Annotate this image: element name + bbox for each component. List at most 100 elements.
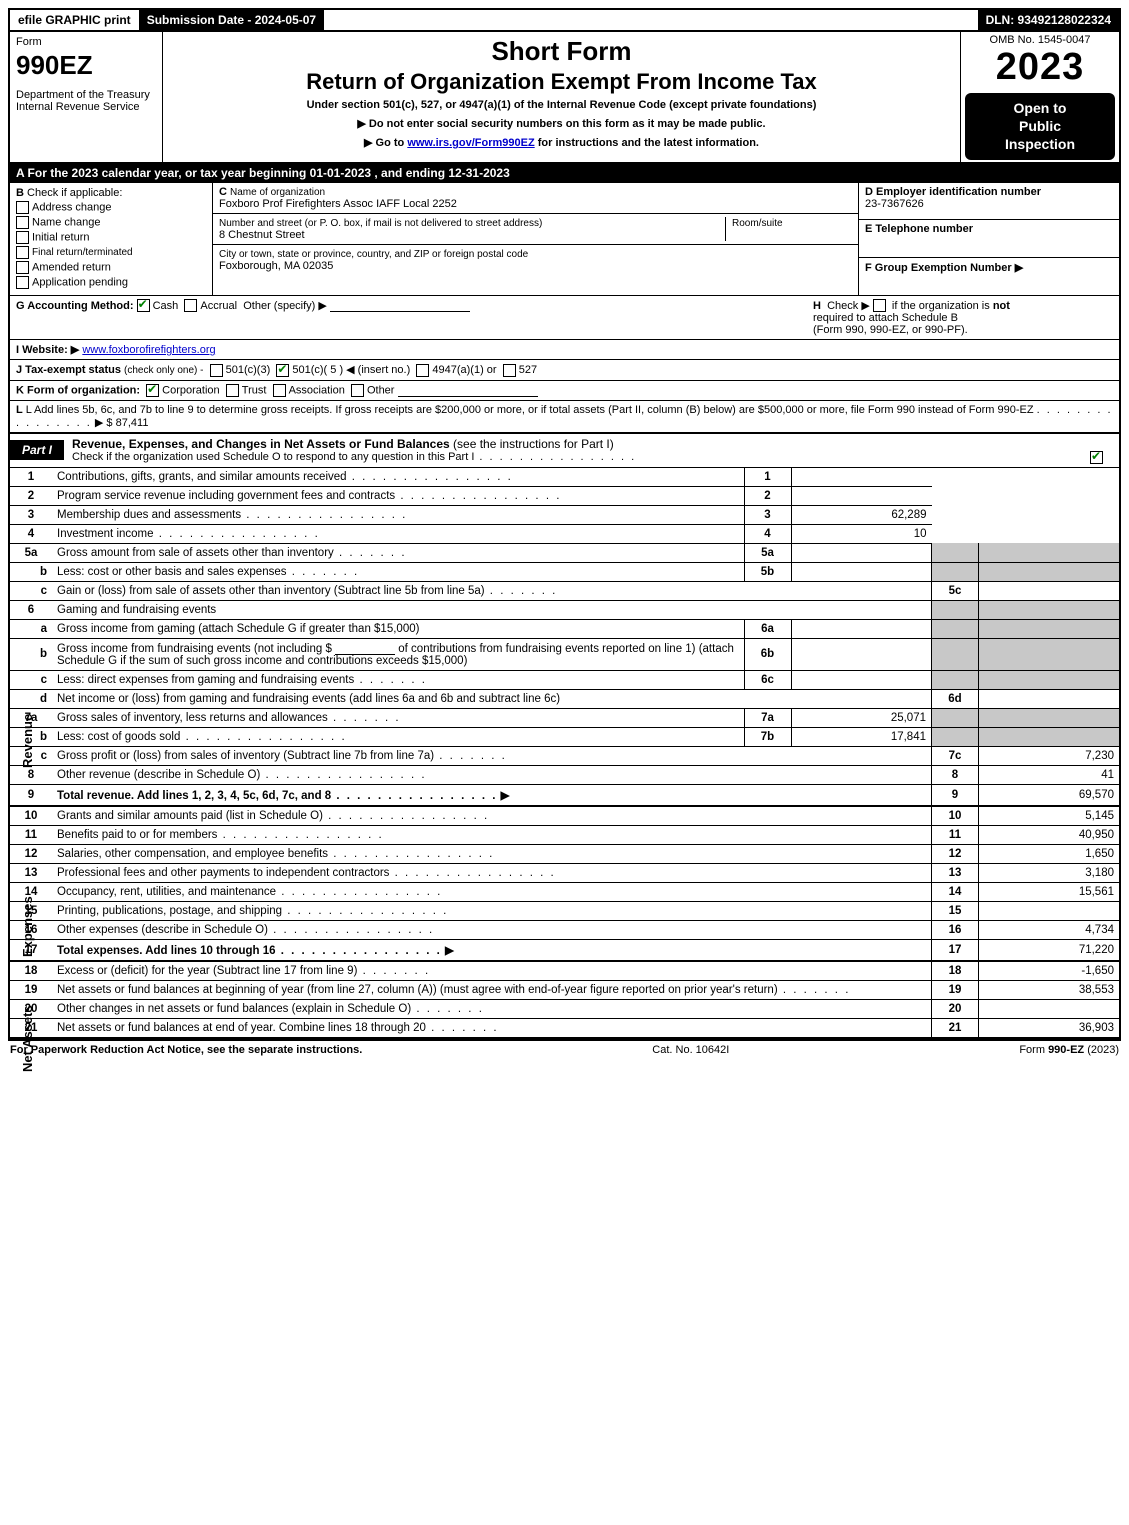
- side-label-revenue: Revenue: [20, 714, 35, 768]
- open-l2: Public: [1019, 118, 1061, 134]
- return-title: Return of Organization Exempt From Incom…: [169, 69, 954, 95]
- chk-address-change[interactable]: Address change: [16, 201, 206, 214]
- chk-accrual[interactable]: [184, 299, 197, 312]
- line-12: 12Salaries, other compensation, and empl…: [9, 844, 1120, 863]
- line-8: 8Other revenue (describe in Schedule O)8…: [9, 765, 1120, 784]
- submission-date: Submission Date - 2024-05-07: [139, 10, 324, 30]
- org-name: Foxboro Prof Firefighters Assoc IAFF Loc…: [219, 198, 457, 210]
- h-text3: not: [993, 300, 1010, 312]
- open-l3: Inspection: [1005, 136, 1075, 152]
- line-15: 15Printing, publications, postage, and s…: [9, 901, 1120, 920]
- chk-cash[interactable]: [137, 299, 150, 312]
- chk-501c3[interactable]: [210, 364, 223, 377]
- row-k-form-org: K Form of organization: Corporation Trus…: [8, 381, 1121, 401]
- col-def: D Employer identification number 23-7367…: [858, 183, 1119, 295]
- chk-application-pending[interactable]: Application pending: [16, 276, 206, 289]
- h-text2: if the organization is: [892, 300, 990, 312]
- form-header: Form 990EZ Department of the Treasury In…: [8, 32, 1121, 164]
- line-6d: dNet income or (loss) from gaming and fu…: [9, 689, 1120, 708]
- chk-final-return[interactable]: Final return/terminated: [16, 246, 206, 259]
- form-label: Form: [16, 36, 156, 48]
- footer-left: For Paperwork Reduction Act Notice, see …: [10, 1044, 362, 1056]
- f-label: F Group Exemption Number ▶: [865, 262, 1023, 274]
- line-6c: cLess: direct expenses from gaming and f…: [9, 670, 1120, 689]
- website-link[interactable]: www.foxborofirefighters.org: [82, 344, 215, 356]
- chk-other-org[interactable]: [351, 384, 364, 397]
- dln-label: DLN: 93492128022324: [978, 10, 1119, 30]
- section-bcdef: B Check if applicable: Address change Na…: [8, 183, 1121, 296]
- tax-year: 2023: [965, 46, 1115, 89]
- i-label: I Website: ▶: [16, 344, 79, 356]
- net-assets-table: 18Excess or (deficit) for the year (Subt…: [8, 962, 1121, 1039]
- form-number: 990EZ: [16, 50, 156, 81]
- chk-name-change[interactable]: Name change: [16, 216, 206, 229]
- irs-link[interactable]: www.irs.gov/Form990EZ: [407, 137, 534, 149]
- chk-trust[interactable]: [226, 384, 239, 397]
- chk-4947[interactable]: [416, 364, 429, 377]
- chk-schedule-b[interactable]: [873, 299, 886, 312]
- goto-pre: ▶ Go to: [364, 137, 407, 149]
- row-a-tax-year: A For the 2023 calendar year, or tax yea…: [8, 164, 1121, 183]
- line-21: 21Net assets or fund balances at end of …: [9, 1018, 1120, 1038]
- h-text4: required to attach Schedule B: [813, 312, 958, 324]
- h-text1: Check ▶: [827, 300, 870, 312]
- line-11: 11Benefits paid to or for members1140,95…: [9, 825, 1120, 844]
- chk-501c[interactable]: [276, 364, 289, 377]
- g-label: G Accounting Method:: [16, 300, 134, 312]
- street-label: Number and street (or P. O. box, if mail…: [219, 218, 542, 229]
- city-label: City or town, state or province, country…: [219, 249, 528, 260]
- opt-trust: Trust: [242, 384, 267, 396]
- goto-line: ▶ Go to www.irs.gov/Form990EZ for instru…: [169, 136, 954, 149]
- e-phone-row: E Telephone number: [859, 220, 1119, 258]
- line-5b: bLess: cost or other basis and sales exp…: [9, 562, 1120, 581]
- line-18: 18Excess or (deficit) for the year (Subt…: [9, 962, 1120, 981]
- chk-527[interactable]: [503, 364, 516, 377]
- chk-schedule-o-part1[interactable]: [1090, 451, 1103, 464]
- l-arrow: ▶ $: [95, 417, 113, 429]
- c-label: C: [219, 186, 227, 198]
- line-2: 2Program service revenue including gover…: [9, 486, 1120, 505]
- chk-amended-return[interactable]: Amended return: [16, 261, 206, 274]
- c-name-label: Name of organization: [230, 187, 325, 198]
- line-7c: cGross profit or (loss) from sales of in…: [9, 746, 1120, 765]
- line-7b: bLess: cost of goods sold7b17,841: [9, 727, 1120, 746]
- dept-label: Department of the Treasury: [16, 89, 156, 101]
- omb-number: OMB No. 1545-0047: [965, 34, 1115, 46]
- row-j-tax-exempt: J Tax-exempt status (check only one) - 5…: [8, 360, 1121, 381]
- under-section-text: Under section 501(c), 527, or 4947(a)(1)…: [169, 99, 954, 111]
- line-6b: bGross income from fundraising events (n…: [9, 638, 1120, 670]
- topbar-spacer: [324, 10, 977, 30]
- goto-post: for instructions and the latest informat…: [538, 137, 759, 149]
- part1-header: Part I Revenue, Expenses, and Changes in…: [8, 434, 1121, 468]
- ssn-warning: ▶ Do not enter social security numbers o…: [169, 117, 954, 130]
- line-1: 1Contributions, gifts, grants, and simil…: [9, 468, 1120, 487]
- opt-501c3: 501(c)(3): [226, 364, 271, 376]
- city-value: Foxborough, MA 02035: [219, 260, 333, 272]
- open-l1: Open to: [1014, 100, 1067, 116]
- j-sub: (check only one) -: [124, 365, 203, 376]
- ein-value: 23-7367626: [865, 198, 924, 210]
- chk-corporation[interactable]: [146, 384, 159, 397]
- revenue-table: 1Contributions, gifts, grants, and simil…: [8, 468, 1121, 807]
- opt-association: Association: [289, 384, 345, 396]
- open-inspection-box: Open to Public Inspection: [965, 93, 1115, 160]
- footer-catalog: Cat. No. 10642I: [652, 1044, 729, 1056]
- line-5c: cGain or (loss) from sale of assets othe…: [9, 581, 1120, 600]
- other-specify-input[interactable]: [330, 299, 470, 312]
- row-l-gross-receipts: L L Add lines 5b, 6c, and 7b to line 9 t…: [8, 401, 1121, 434]
- accrual-label: Accrual: [200, 300, 237, 312]
- l-text: L Add lines 5b, 6c, and 7b to line 9 to …: [26, 404, 1034, 416]
- h-text5: (Form 990, 990-EZ, or 990-PF).: [813, 324, 968, 336]
- side-label-net-assets: Net Assets: [20, 1005, 35, 1072]
- other-org-input[interactable]: [398, 384, 538, 397]
- expenses-section: Expenses 10Grants and similar amounts pa…: [8, 807, 1121, 962]
- header-right: OMB No. 1545-0047 2023 Open to Public In…: [960, 32, 1119, 162]
- chk-association[interactable]: [273, 384, 286, 397]
- opt-other-org: Other: [367, 384, 395, 396]
- e-label: E Telephone number: [865, 223, 973, 235]
- efile-print-label[interactable]: efile GRAPHIC print: [10, 10, 139, 30]
- line-6: 6Gaming and fundraising events: [9, 600, 1120, 619]
- part1-title: Revenue, Expenses, and Changes in Net As…: [64, 434, 1119, 467]
- short-form-title: Short Form: [169, 36, 954, 67]
- chk-initial-return[interactable]: Initial return: [16, 231, 206, 244]
